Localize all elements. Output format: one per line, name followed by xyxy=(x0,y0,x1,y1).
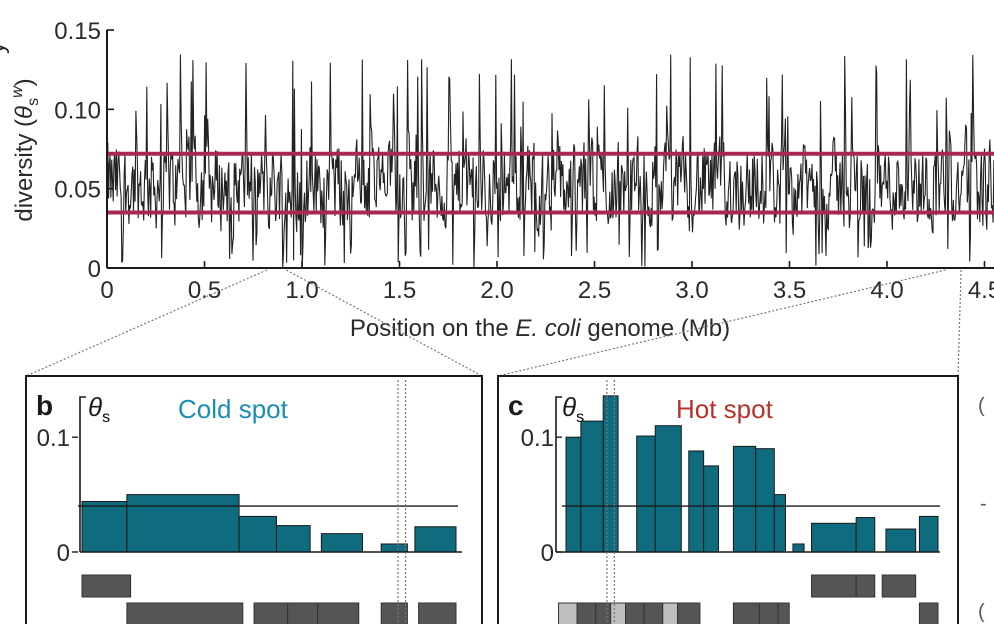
gene-block xyxy=(595,602,612,624)
y-tick-label: 0 xyxy=(57,540,70,567)
y-axis-label-cropped: y xyxy=(0,42,10,54)
gene-block xyxy=(881,574,917,598)
panel-b-bars xyxy=(81,494,457,553)
edge-fragment-bottom: ( xyxy=(978,601,985,623)
panel-c-frame xyxy=(497,375,959,624)
y-tick-label: 0 xyxy=(541,540,554,567)
x-tick-label: 1.5 xyxy=(383,277,416,304)
panel-b-y-ticks: 00.1 xyxy=(37,425,78,567)
x-tick-label: 2.0 xyxy=(480,277,513,304)
gene-block xyxy=(643,602,664,624)
panel-c-y-axis xyxy=(555,396,562,552)
diversity-trace xyxy=(106,54,994,269)
x-ticks: 00.51.01.52.02.53.03.54.04.5 xyxy=(100,261,994,304)
gene-block xyxy=(126,602,244,624)
panel-b-title: Cold spot xyxy=(178,394,289,424)
gene-block xyxy=(625,602,645,624)
bar xyxy=(811,522,857,553)
diversity-trace-line xyxy=(106,54,994,269)
bar xyxy=(773,494,786,553)
zoom-c-left-connector xyxy=(497,269,946,377)
y-tick-label: 0.15 xyxy=(54,18,101,45)
y-tick-label: 0.1 xyxy=(521,425,554,452)
panel-c-y-ticks: 00.1 xyxy=(521,425,562,567)
bar xyxy=(275,525,311,553)
zoom-b-right-connector xyxy=(286,269,483,377)
gene-block xyxy=(558,602,578,624)
gene-block xyxy=(576,602,597,624)
panel-b-position-markers xyxy=(397,380,407,624)
panel-c-position-markers xyxy=(606,380,615,624)
x-tick-label: 0.5 xyxy=(188,277,221,304)
y-axis-label: diversity (θsw) xyxy=(9,78,42,221)
zoom-c-right-connector xyxy=(957,269,962,377)
bar xyxy=(688,450,705,553)
bar xyxy=(238,515,277,553)
gene-block xyxy=(732,602,760,624)
panel-b-y-axis xyxy=(79,396,86,552)
panel-c-letter: c xyxy=(508,390,524,421)
panel-c-genes xyxy=(558,574,939,624)
edge-fragment-middle: - xyxy=(980,493,987,515)
panel-c-y-label: θs xyxy=(562,392,584,426)
y-tick-label: 0.05 xyxy=(54,177,101,204)
bar xyxy=(636,435,656,553)
bar xyxy=(792,543,805,553)
y-tick-label: 0.10 xyxy=(54,97,101,124)
panel-b-y-label: θs xyxy=(88,392,110,426)
y-ticks: 0 0.05 0.10 0.15 xyxy=(54,18,114,283)
y-tick-label: 0.1 xyxy=(37,425,70,452)
gene-block xyxy=(418,602,457,624)
gene-block xyxy=(918,602,939,624)
gene-block xyxy=(777,602,790,624)
gene-block xyxy=(677,602,701,624)
gene-block xyxy=(811,574,857,598)
bar xyxy=(602,395,619,553)
bar xyxy=(81,500,128,553)
gene-block xyxy=(758,602,779,624)
bar xyxy=(320,533,363,553)
y-tick-label: 0 xyxy=(88,256,101,283)
panel-c-title: Hot spot xyxy=(676,394,774,424)
x-tick-label: 1.0 xyxy=(285,277,318,304)
zoom-b-left-connector xyxy=(25,269,268,377)
gene-block xyxy=(855,574,876,598)
edge-fragment-top: ( xyxy=(978,395,985,417)
x-axis-label: Position on the E. coli genome (Mb) xyxy=(350,315,730,342)
gene-block xyxy=(317,602,360,624)
panel-b-genes xyxy=(81,574,457,624)
x-tick-label: 0 xyxy=(100,277,113,304)
bar xyxy=(580,420,604,553)
gene-block xyxy=(287,602,319,624)
bar xyxy=(126,494,240,553)
bar xyxy=(414,526,457,553)
gene-block xyxy=(662,602,679,624)
bar xyxy=(885,528,917,553)
bar xyxy=(732,445,757,553)
x-tick-label: 3.5 xyxy=(773,277,806,304)
x-tick-label: 3.0 xyxy=(675,277,708,304)
gene-block xyxy=(610,602,627,624)
gene-block xyxy=(81,574,132,598)
panel-b: b θs Cold spot 00.1 xyxy=(25,375,483,624)
bar xyxy=(755,448,775,553)
bar xyxy=(380,543,408,553)
x-tick-label: 2.5 xyxy=(578,277,611,304)
bar xyxy=(855,517,876,553)
panel-b-letter: b xyxy=(36,390,53,421)
panel-b-frame xyxy=(25,375,483,624)
x-tick-label: 4.5 xyxy=(968,277,994,304)
bar xyxy=(703,465,720,553)
bar xyxy=(654,425,682,553)
bar xyxy=(565,436,582,553)
gene-block xyxy=(253,602,289,624)
panel-c: c θs Hot spot 00.1 xyxy=(497,375,959,624)
panel-a: 00.050.100.15 0 0.5 1.0 1.5 2.0 2.5 3.0 3.5 4.0 4… xyxy=(0,18,994,377)
bar xyxy=(918,515,939,553)
gene-block xyxy=(380,602,408,624)
